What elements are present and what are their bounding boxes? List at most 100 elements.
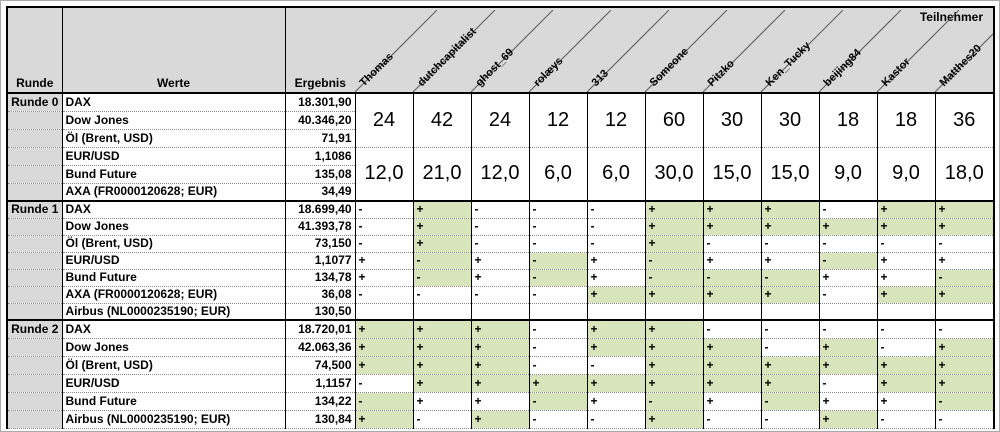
result-value-cell[interactable]: 134,22 xyxy=(284,391,355,410)
prediction-cell[interactable] xyxy=(934,302,993,320)
asset-name-cell[interactable]: Airbus (NL0000235190; EUR) xyxy=(61,409,285,429)
result-value-cell[interactable]: 18.699,40 xyxy=(284,200,355,218)
round0-points-cell[interactable]: 9,0 xyxy=(876,146,935,201)
prediction-cell[interactable]: - xyxy=(876,234,935,252)
prediction-cell[interactable] xyxy=(354,302,413,320)
prediction-cell[interactable]: - xyxy=(470,234,529,252)
prediction-cell[interactable]: + xyxy=(818,268,877,286)
prediction-cell[interactable]: + xyxy=(412,319,471,338)
prediction-cell[interactable]: + xyxy=(876,391,935,410)
round0-points-cell[interactable]: 36 xyxy=(934,92,993,148)
prediction-cell[interactable]: - xyxy=(354,373,413,392)
prediction-cell[interactable]: - xyxy=(702,268,761,286)
asset-name-cell[interactable]: Öl (Brent, USD) xyxy=(61,128,285,147)
prediction-cell[interactable]: + xyxy=(354,319,413,338)
result-value-cell[interactable]: 18.301,90 xyxy=(284,92,355,111)
round0-points-cell[interactable]: 18 xyxy=(876,92,935,148)
prediction-cell[interactable]: - xyxy=(586,409,645,429)
prediction-cell[interactable]: - xyxy=(644,251,703,269)
asset-name-cell[interactable]: Dow Jones xyxy=(61,217,285,235)
prediction-cell[interactable]: - xyxy=(528,391,587,410)
round-label-cell[interactable] xyxy=(8,146,62,165)
round-label-cell[interactable] xyxy=(8,373,62,392)
round-label-cell[interactable] xyxy=(8,285,62,303)
round0-points-cell[interactable]: 12 xyxy=(586,92,645,148)
prediction-cell[interactable]: - xyxy=(412,409,471,429)
prediction-cell[interactable]: - xyxy=(470,285,529,303)
prediction-cell[interactable]: - xyxy=(528,251,587,269)
prediction-cell[interactable]: + xyxy=(412,234,471,252)
prediction-cell[interactable]: - xyxy=(528,200,587,218)
round-label-cell[interactable] xyxy=(8,337,62,356)
prediction-cell[interactable]: - xyxy=(876,337,935,356)
prediction-cell[interactable]: + xyxy=(470,373,529,392)
prediction-cell[interactable] xyxy=(586,302,645,320)
prediction-cell[interactable]: - xyxy=(760,319,819,338)
prediction-cell[interactable]: - xyxy=(412,285,471,303)
prediction-cell[interactable]: + xyxy=(876,200,935,218)
prediction-cell[interactable]: - xyxy=(354,217,413,235)
prediction-cell[interactable]: + xyxy=(644,217,703,235)
round-label-cell[interactable] xyxy=(8,164,62,183)
prediction-cell[interactable]: - xyxy=(934,409,993,429)
prediction-cell[interactable]: + xyxy=(586,319,645,338)
prediction-cell[interactable]: + xyxy=(702,217,761,235)
prediction-cell[interactable]: + xyxy=(586,251,645,269)
prediction-cell[interactable]: + xyxy=(412,200,471,218)
asset-name-cell[interactable]: Bund Future xyxy=(61,391,285,410)
prediction-cell[interactable]: + xyxy=(586,285,645,303)
round0-points-cell[interactable]: 30,0 xyxy=(644,146,703,201)
prediction-cell[interactable]: + xyxy=(644,200,703,218)
round-label-cell[interactable]: Runde 1 xyxy=(8,200,62,218)
result-value-cell[interactable]: 18.720,01 xyxy=(284,319,355,338)
prediction-cell[interactable]: - xyxy=(760,391,819,410)
prediction-cell[interactable]: - xyxy=(586,234,645,252)
prediction-cell[interactable]: + xyxy=(644,373,703,392)
prediction-cell[interactable]: - xyxy=(818,200,877,218)
prediction-cell[interactable]: + xyxy=(412,391,471,410)
prediction-cell[interactable]: + xyxy=(644,409,703,429)
prediction-cell[interactable]: + xyxy=(818,337,877,356)
round-label-cell[interactable] xyxy=(8,355,62,374)
asset-name-cell[interactable]: Öl (Brent, USD) xyxy=(61,355,285,374)
prediction-cell[interactable]: - xyxy=(354,285,413,303)
prediction-cell[interactable]: - xyxy=(528,409,587,429)
round0-points-cell[interactable]: 12 xyxy=(528,92,587,148)
werte-column-header[interactable]: Werte xyxy=(61,8,285,94)
round0-points-cell[interactable]: 15,0 xyxy=(760,146,819,201)
asset-name-cell[interactable]: Dow Jones xyxy=(61,110,285,129)
prediction-cell[interactable]: + xyxy=(354,268,413,286)
asset-name-cell[interactable]: DAX xyxy=(61,319,285,338)
asset-name-cell[interactable]: Bund Future xyxy=(61,268,285,286)
result-value-cell[interactable]: 130,50 xyxy=(284,302,355,320)
result-value-cell[interactable]: 74,500 xyxy=(284,355,355,374)
prediction-cell[interactable]: - xyxy=(586,200,645,218)
round-label-cell[interactable] xyxy=(8,251,62,269)
asset-name-cell[interactable]: Airbus (NL0000235190; EUR) xyxy=(61,302,285,320)
prediction-cell[interactable]: + xyxy=(760,285,819,303)
prediction-cell[interactable]: + xyxy=(470,409,529,429)
prediction-cell[interactable]: - xyxy=(412,251,471,269)
prediction-cell[interactable]: + xyxy=(702,391,761,410)
prediction-cell[interactable]: - xyxy=(818,251,877,269)
result-value-cell[interactable]: 135,08 xyxy=(284,164,355,183)
prediction-cell[interactable]: - xyxy=(702,409,761,429)
prediction-cell[interactable]: + xyxy=(876,251,935,269)
prediction-cell[interactable]: - xyxy=(818,234,877,252)
prediction-cell[interactable]: + xyxy=(528,373,587,392)
prediction-cell[interactable]: + xyxy=(644,337,703,356)
round0-points-cell[interactable]: 6,0 xyxy=(586,146,645,201)
prediction-cell[interactable]: + xyxy=(876,355,935,374)
result-value-cell[interactable]: 130,84 xyxy=(284,409,355,429)
round-label-cell[interactable] xyxy=(8,268,62,286)
round0-points-cell[interactable]: 15,0 xyxy=(702,146,761,201)
result-value-cell[interactable]: 1,1157 xyxy=(284,373,355,392)
prediction-cell[interactable]: + xyxy=(702,285,761,303)
result-value-cell[interactable]: 73,150 xyxy=(284,234,355,252)
prediction-cell[interactable]: - xyxy=(934,268,993,286)
round0-points-cell[interactable]: 42 xyxy=(412,92,471,148)
result-value-cell[interactable]: 34,49 xyxy=(284,182,355,201)
prediction-cell[interactable] xyxy=(644,302,703,320)
prediction-cell[interactable]: + xyxy=(818,355,877,374)
prediction-cell[interactable]: + xyxy=(702,200,761,218)
